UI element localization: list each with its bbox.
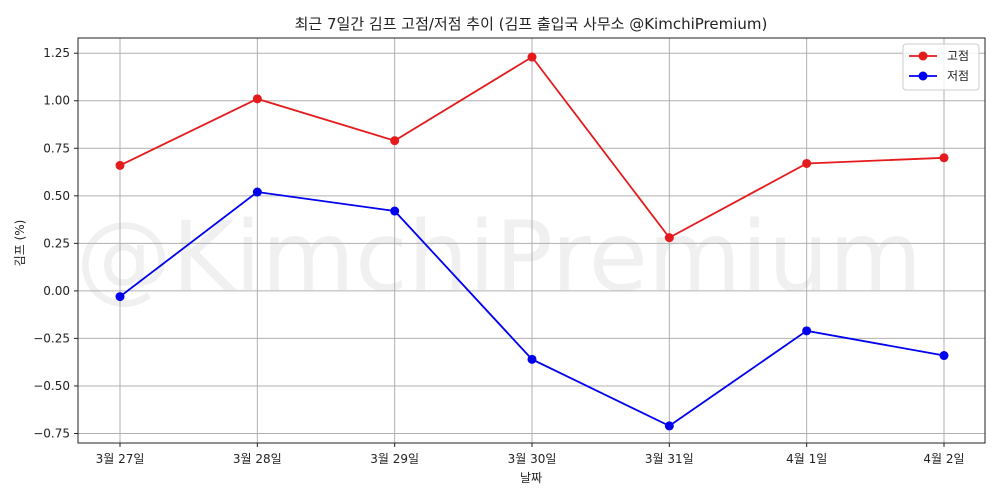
y-tick-label: −0.75	[33, 426, 70, 440]
y-tick-label: −0.50	[33, 379, 70, 393]
x-tick-label: 3월 30일	[508, 452, 557, 466]
data-point	[115, 160, 125, 170]
ticks-layer: 3월 27일 3월 28일 3월 29일 3월 30일 3월 31일 4월 1일 4월 2일…	[33, 46, 964, 466]
x-axis-title: 날짜	[520, 471, 542, 485]
y-tick-label: 0.75	[43, 141, 70, 155]
data-point	[252, 94, 262, 104]
watermark-text: @KimchiPremium	[76, 201, 923, 313]
legend-label: 고점	[947, 49, 969, 63]
x-tick-label: 3월 28일	[233, 452, 282, 466]
data-point	[527, 354, 537, 364]
y-tick-label: 0.50	[43, 189, 70, 203]
legend-marker	[918, 71, 928, 81]
x-tick-label: 3월 27일	[96, 452, 145, 466]
data-point	[390, 136, 400, 146]
y-tick-label: 0.00	[43, 284, 70, 298]
x-tick-label: 4월 1일	[786, 452, 827, 466]
y-tick-label: 0.25	[43, 236, 70, 250]
legend-label: 저점	[947, 69, 969, 83]
y-tick-label: 1.00	[43, 94, 70, 108]
data-point	[664, 233, 674, 243]
data-point	[527, 52, 537, 62]
legend-marker	[918, 51, 928, 61]
data-point	[115, 292, 125, 302]
data-point	[939, 153, 949, 163]
y-tick-label: 1.25	[43, 46, 70, 60]
x-tick-label: 3월 31일	[645, 452, 694, 466]
data-point	[390, 206, 400, 216]
x-tick-label: 4월 2일	[923, 452, 964, 466]
data-point	[802, 326, 812, 336]
series-layer	[115, 52, 949, 431]
x-tick-label: 3월 29일	[370, 452, 419, 466]
chart-title: 최근 7일간 김프 고점/저점 추이 (김프 출입국 사무소 @KimchiPr…	[295, 15, 768, 33]
data-point	[664, 421, 674, 431]
y-axis-title: 김프 (%)	[13, 220, 27, 267]
y-tick-label: −0.25	[33, 331, 70, 345]
data-point	[252, 187, 262, 197]
grid-lines	[78, 38, 985, 443]
data-point	[939, 351, 949, 361]
data-point	[802, 158, 812, 168]
